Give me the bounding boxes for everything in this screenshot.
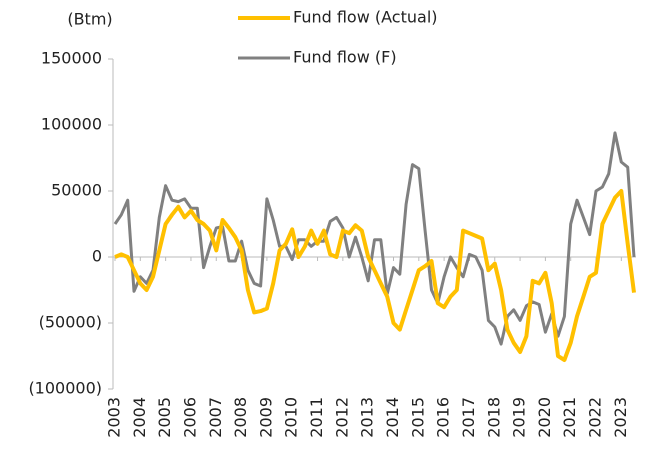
x-tick-label: 2021 — [560, 397, 579, 438]
x-tick-label: 2015 — [408, 397, 427, 438]
legend-label: Fund flow (F) — [293, 48, 397, 67]
x-tick-label: 2020 — [535, 397, 554, 438]
x-tick-label: 2019 — [510, 397, 529, 438]
x-tick-label: 2004 — [130, 397, 149, 438]
line-series — [113, 131, 636, 346]
x-tick-label: 2012 — [332, 397, 351, 438]
x-tick-label: 2006 — [180, 397, 199, 438]
line-series — [114, 189, 636, 362]
x-tick-label: 2009 — [256, 397, 275, 438]
x-tick-label: 2008 — [231, 397, 250, 438]
y-tick-label: 0 — [92, 247, 102, 266]
y-tick-label: 150000 — [41, 49, 102, 68]
y-tick-label: (50000) — [39, 313, 102, 332]
x-tick-label: 2016 — [434, 397, 453, 438]
y-tick-label: 50000 — [51, 181, 102, 200]
x-tick-label: 2014 — [383, 397, 402, 438]
legend-label: Fund flow (Actual) — [293, 8, 438, 27]
x-tick-label: 2022 — [586, 397, 605, 438]
x-tick-label: 2023 — [611, 397, 630, 438]
y-tick-label: 100000 — [41, 115, 102, 134]
x-tick-label: 2013 — [358, 397, 377, 438]
unit-label: (Btm) — [67, 10, 112, 29]
x-tick-label: 2007 — [206, 397, 225, 438]
x-tick-label: 2005 — [155, 397, 174, 438]
x-tick-label: 2010 — [282, 397, 301, 438]
y-tick-label: (100000) — [28, 379, 102, 398]
x-tick-label: 2003 — [105, 397, 124, 438]
x-tick-label: 2017 — [459, 397, 478, 438]
x-tick-label: 2018 — [484, 397, 503, 438]
x-tick-label: 2011 — [307, 397, 326, 438]
